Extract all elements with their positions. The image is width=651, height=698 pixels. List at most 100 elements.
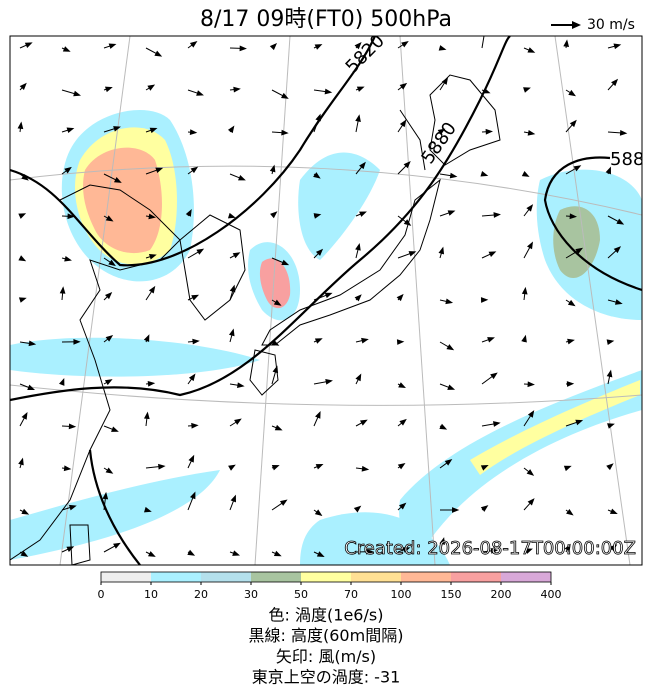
wind-arrow-head: [403, 219, 412, 226]
wind-arrow-head: [279, 499, 288, 506]
wind-arrow-head: [24, 42, 33, 48]
wind-arrow-head: [270, 211, 278, 219]
wind-arrow-head: [148, 213, 157, 220]
wind-arrow-head: [238, 175, 246, 181]
colorbar-tick-label: 50: [294, 588, 308, 601]
wind-arrow-head: [606, 339, 615, 345]
created-stamp: Created: 2026-08-17T00:00:00Z: [344, 538, 636, 559]
wind-arrow-head: [521, 334, 527, 343]
wind-arrow-head: [20, 550, 29, 557]
wind-arrow-head: [324, 292, 333, 299]
wind-arrow-head: [315, 463, 324, 470]
colorbar-tick-label: 150: [441, 588, 462, 601]
wind-arrow-head: [567, 338, 575, 345]
wind-arrow-head: [59, 378, 65, 386]
colorbar-tick-label: 0: [98, 588, 105, 601]
colorbar-swatch: [351, 572, 401, 582]
wind-arrow-head: [490, 372, 498, 380]
wind-arrow-head: [68, 504, 77, 511]
wind-arrow-head: [190, 491, 196, 500]
wind-arrow-head: [606, 463, 614, 471]
wind-arrow-head: [480, 505, 489, 512]
wind-arrow-head: [447, 210, 456, 216]
wind-arrow-head: [18, 297, 27, 303]
wind-arrow-head: [480, 465, 489, 471]
wind-arrow-head: [185, 209, 192, 217]
wind-arrow: [481, 36, 485, 49]
wind-arrow-head: [480, 297, 489, 303]
wind-arrow-head: [527, 381, 535, 388]
wind-arrow-head: [143, 506, 152, 513]
colorbar-swatch: [151, 572, 201, 582]
wind-arrow-head: [271, 464, 280, 471]
wind-arrow-head: [613, 246, 622, 254]
wind-arrow-head: [68, 423, 77, 430]
wind-arrow-head: [439, 423, 448, 430]
wind-arrow-head: [316, 551, 325, 557]
wind-arrow-head: [62, 46, 71, 52]
wind-arrow-head: [398, 382, 406, 389]
wind-arrow-head: [149, 127, 158, 134]
wind-arrow-head: [21, 173, 29, 181]
wind-arrow-head: [188, 454, 195, 463]
wind-arrow-head: [356, 86, 365, 92]
wind-arrow-head: [324, 88, 333, 95]
wind-arrow-head: [353, 505, 362, 513]
wind-arrow-head: [447, 384, 456, 390]
wind-arrow-head: [19, 82, 27, 91]
wind-arrow-head: [408, 251, 417, 257]
wind-arrow-head: [196, 90, 204, 96]
wind-arrow-head: [488, 251, 497, 257]
wind-arrow-head: [613, 43, 622, 50]
wind-arrow-head: [607, 423, 615, 429]
wind-arrow-head: [271, 339, 280, 346]
wind-arrow-head: [439, 537, 445, 545]
wind-arrow-head: [239, 45, 247, 52]
wind-arrow-head: [325, 379, 333, 385]
wind-arrow-head: [273, 550, 282, 557]
wind-arrow-head: [526, 469, 535, 476]
wind-arrow-head: [566, 508, 574, 516]
wind-arrow-head: [21, 411, 28, 420]
colorbar-swatch: [301, 572, 351, 582]
wind-arrow-head: [18, 457, 24, 466]
wind-arrow-head: [192, 338, 200, 345]
wind-arrow-head: [187, 549, 196, 556]
wind-arrow-head: [66, 546, 75, 553]
wind-arrow-head: [155, 167, 164, 174]
wind-arrow-head: [148, 254, 157, 260]
wind-arrow-head: [233, 86, 241, 93]
wind-arrow-head: [21, 508, 30, 515]
colorbar-frame: [100, 571, 552, 583]
wind-arrow-head: [227, 125, 235, 134]
colorbar-tick-label: 20: [194, 588, 208, 601]
colorbar: 0 10 20 30 50 70 100 150 200 400: [98, 571, 562, 601]
wind-arrow-head: [27, 384, 36, 391]
map-frame: [9, 35, 643, 566]
wind-arrow-head: [18, 213, 27, 219]
wind-arrow-head: [487, 337, 495, 343]
colorbar-swatch: [251, 572, 301, 582]
wind-arrow-head: [609, 544, 618, 552]
wind-arrow-head: [526, 241, 533, 250]
wind-arrow-head: [64, 166, 72, 174]
wind-arrows: [17, 36, 628, 557]
wind-arrow-head: [403, 161, 411, 169]
wind-arrow-head: [567, 299, 576, 307]
wind-arrow-head: [108, 43, 117, 49]
wind-arrow-head: [63, 465, 72, 472]
wind-arrow-head: [527, 47, 536, 53]
wind-arrow-head: [402, 547, 411, 553]
wind-arrow-head: [105, 467, 114, 474]
wind-arrow-head: [438, 246, 445, 255]
contour-label: 5880: [610, 149, 651, 170]
wind-arrow-head: [396, 339, 405, 345]
wind-arrow-head: [355, 114, 361, 122]
wind-arrow-head: [73, 338, 81, 345]
wind-arrow-head: [18, 255, 27, 262]
wind-arrow-head: [569, 119, 577, 128]
wind-arrow-head: [273, 299, 282, 306]
map: 5820 5880 5880 Created: 2026-08-17T00:00…: [10, 36, 651, 565]
wind-arrow-head: [281, 129, 289, 136]
colorbar-swatch: [101, 572, 151, 582]
